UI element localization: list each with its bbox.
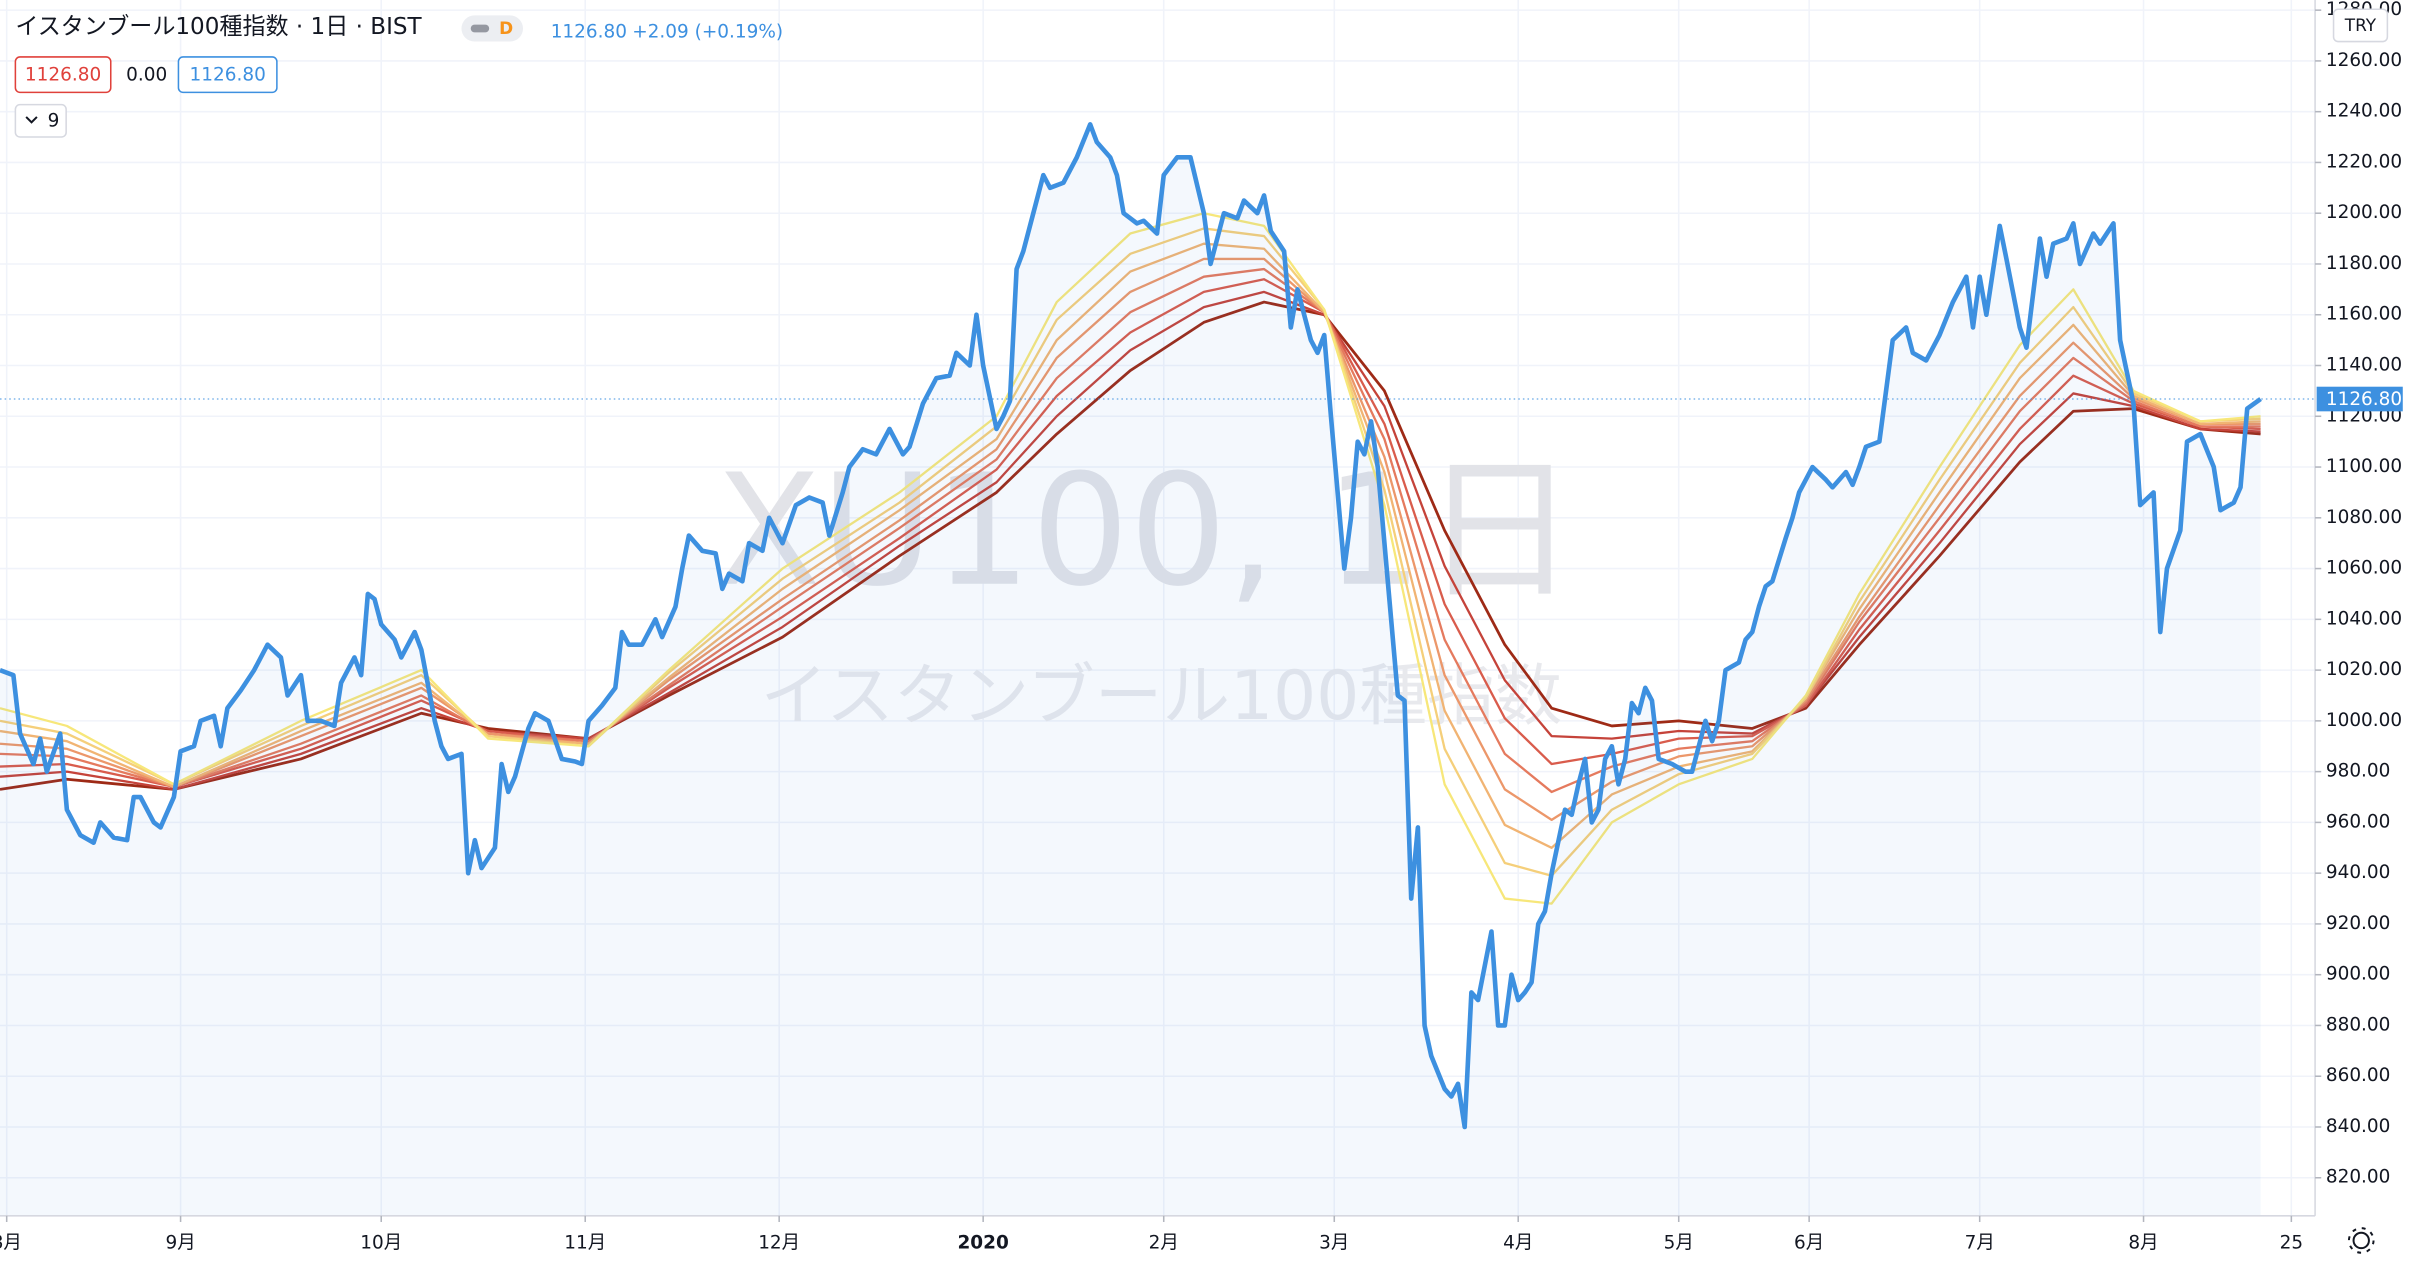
- symbol-title: イスタンブール100種指数 · 1日 · BIST: [15, 14, 422, 40]
- change: +2.09 (+0.19%): [632, 21, 783, 42]
- y-tick-label: 900.00: [2326, 964, 2391, 985]
- ribbon-line: [0, 212, 2261, 905]
- y-tick-label: 940.00: [2326, 862, 2391, 883]
- x-tick-label: 8月: [2128, 1233, 2158, 1254]
- watermark: XU100, 1日: [715, 442, 1576, 621]
- x-tick-label: 25: [2280, 1233, 2303, 1254]
- watermark-sub: イスタンブール100種指数: [760, 656, 1562, 735]
- settings-icon[interactable]: [2347, 1227, 2375, 1254]
- y-tick-label: 1140.00: [2326, 355, 2402, 376]
- y-tick-label: 980.00: [2326, 761, 2391, 782]
- badge-bg[interactable]: [461, 15, 524, 42]
- y-tick-label: 1000.00: [2326, 710, 2402, 731]
- x-tick-label: 5月: [1664, 1233, 1694, 1254]
- y-tick-label: 820.00: [2326, 1167, 2391, 1188]
- x-tick-label: 10月: [360, 1233, 402, 1254]
- x-tick-label: 6月: [1794, 1233, 1824, 1254]
- currency: TRY: [2344, 15, 2377, 35]
- badge-dot: [470, 24, 490, 33]
- indicator-box[interactable]: [177, 56, 278, 94]
- x-tick-label: 4月: [1503, 1233, 1533, 1254]
- y-tick-label: 1180.00: [2326, 253, 2402, 274]
- y-tick-label: 1060.00: [2326, 558, 2402, 579]
- indicator-value: 1126.80: [25, 64, 101, 85]
- x-tick-label: 9月: [165, 1233, 195, 1254]
- price-line: [0, 122, 2262, 1130]
- currency-button[interactable]: [2332, 8, 2389, 43]
- y-tick-label: 840.00: [2326, 1116, 2391, 1137]
- y-tick-label: 860.00: [2326, 1065, 2391, 1086]
- indicator-box[interactable]: [14, 56, 112, 94]
- x-tick-label: 3月: [1319, 1233, 1349, 1254]
- y-tick-label: 920.00: [2326, 913, 2391, 934]
- price-area: [0, 124, 2261, 1216]
- y-tick-label: 1040.00: [2326, 608, 2402, 629]
- badge: D: [499, 18, 513, 38]
- gear-teeth: [2347, 1227, 2375, 1254]
- y-tick-label: 1240.00: [2326, 101, 2402, 122]
- indicator-count: 9: [48, 111, 60, 132]
- x-tick-label: 11月: [564, 1233, 606, 1254]
- last-price: 1126.80: [551, 21, 627, 42]
- y-tick-label: 880.00: [2326, 1014, 2391, 1035]
- y-tick-label: 1080.00: [2326, 507, 2402, 528]
- x-tick-label: 2020: [957, 1233, 1008, 1254]
- plot-area: [0, 122, 2316, 1216]
- chevron-icon: [25, 116, 38, 124]
- indicator-value: 1126.80: [190, 64, 266, 85]
- price-tag-label: 1126.80: [2326, 389, 2402, 410]
- grid: [0, 0, 2316, 1216]
- y-tick-label: 1260.00: [2326, 50, 2402, 71]
- y-tick-label: 1020.00: [2326, 659, 2402, 680]
- x-tick-label: 7月: [1965, 1233, 1995, 1254]
- y-tick-label: 1100.00: [2326, 456, 2402, 477]
- y-tick-label: 960.00: [2326, 811, 2391, 832]
- y-tick-label: 1220.00: [2326, 151, 2402, 172]
- y-tick-label: 1160.00: [2326, 304, 2402, 325]
- x-tick-label: 12月: [758, 1233, 800, 1254]
- x-tick-label: 8月: [0, 1233, 22, 1254]
- indicator-value: 0.00: [126, 64, 167, 85]
- y-tick-label: 1200.00: [2326, 202, 2402, 223]
- collapse-button[interactable]: [14, 103, 67, 138]
- x-tick-label: 2月: [1149, 1233, 1179, 1254]
- price-tag: [2316, 386, 2403, 412]
- gear: [2352, 1231, 2370, 1250]
